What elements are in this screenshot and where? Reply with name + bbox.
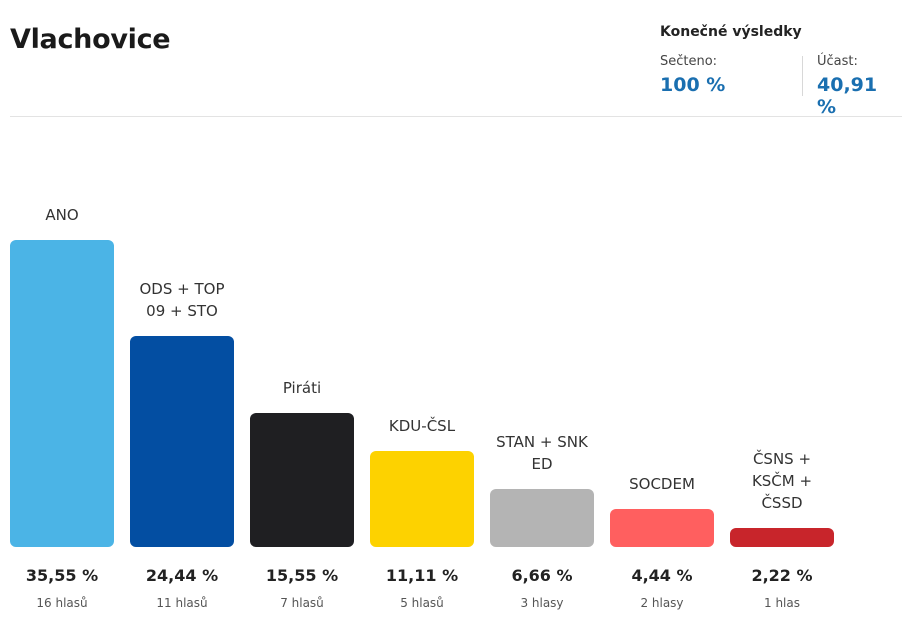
bar-label-4: KDU-ČSL — [388, 417, 456, 435]
bar-2[interactable] — [130, 336, 234, 547]
turnout-value: 40,91 % — [817, 74, 878, 118]
results-summary: Konečné výsledky Sečteno: 100 % Účast: 4… — [660, 24, 896, 118]
turnout-label: Účast: — [817, 54, 858, 69]
bar-1[interactable] — [10, 240, 114, 547]
value-label-2: 24,44 % — [145, 566, 219, 585]
bar-label-6: SOCDEM — [629, 475, 695, 493]
votes-label-4: 5 hlasů — [400, 596, 444, 610]
value-label-1: 35,55 % — [25, 566, 99, 585]
value-label-6: 4,44 % — [631, 566, 693, 585]
bar-4[interactable] — [370, 451, 474, 547]
counted-value: 100 % — [660, 74, 726, 96]
votes-label-6: 2 hlasy — [640, 596, 684, 610]
page-title: Vlachovice — [10, 24, 171, 55]
bar-label-5: STAN + SNK ED — [496, 433, 588, 473]
value-label-4: 11,11 % — [385, 566, 459, 585]
votes-label-7: 1 hlas — [764, 596, 800, 610]
value-label-3: 15,55 % — [265, 566, 339, 585]
header-divider — [10, 116, 902, 117]
bar-7[interactable] — [730, 528, 834, 547]
bar-label-2: ODS + TOP 09 + STO — [139, 280, 225, 320]
votes-label-3: 7 hlasů — [280, 596, 324, 610]
stat-divider — [802, 56, 803, 96]
bar-label-3: Piráti — [282, 379, 322, 397]
votes-label-1: 16 hlasů — [36, 596, 88, 610]
counted-stat: Sečteno: 100 % — [660, 54, 725, 96]
bar-3[interactable] — [250, 413, 354, 547]
votes-label-2: 11 hlasů — [156, 596, 208, 610]
bar-6[interactable] — [610, 509, 714, 547]
votes-label-5: 3 hlasy — [520, 596, 564, 610]
value-label-7: 2,22 % — [751, 566, 813, 585]
turnout-stat: Účast: 40,91 % — [817, 54, 896, 118]
bar-label-1: ANO — [45, 206, 79, 224]
bar-5[interactable] — [490, 489, 594, 547]
counted-label: Sečteno: — [660, 54, 718, 69]
value-label-5: 6,66 % — [511, 566, 573, 585]
bar-label-7: ČSNS + KSČM + ČSSD — [751, 450, 813, 512]
results-title: Konečné výsledky — [660, 24, 802, 40]
